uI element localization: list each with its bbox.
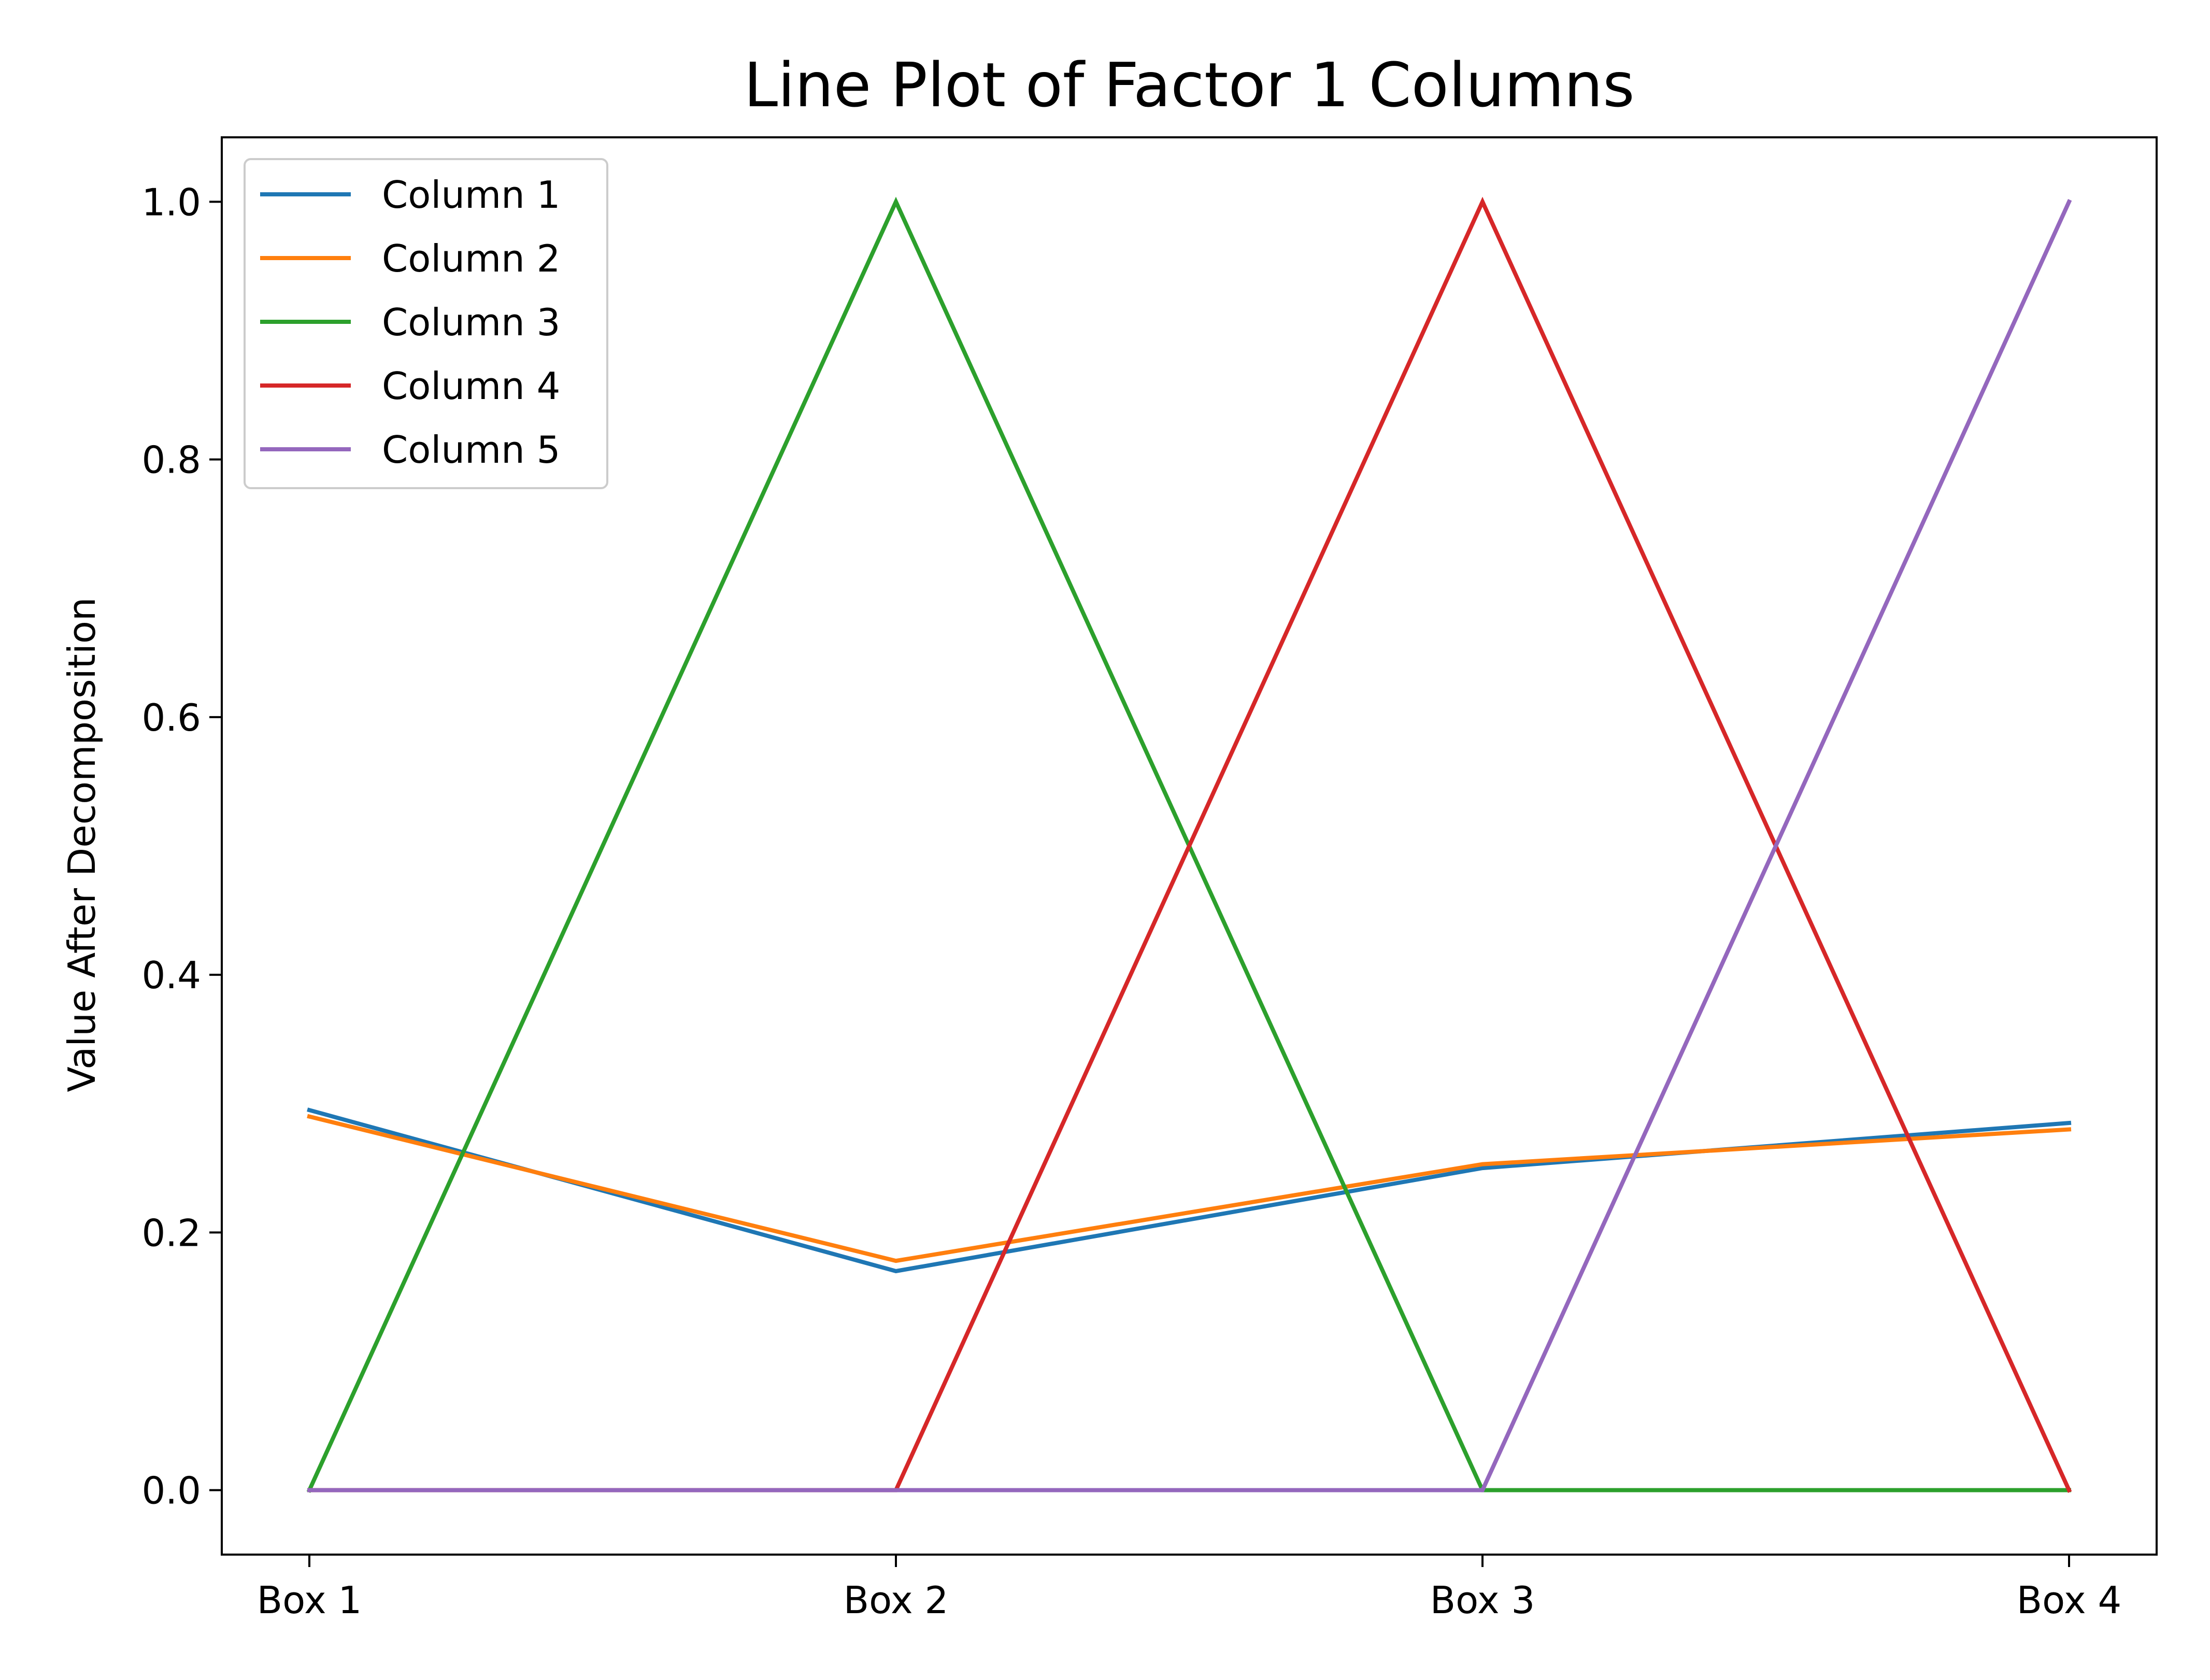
legend-label-3: Column 3 xyxy=(382,301,560,344)
legend: Column 1 Column 2 Column 3 Column 4 Column 5 xyxy=(244,158,608,489)
legend-label-2: Column 2 xyxy=(382,237,560,280)
y-tick-label: 0.0 xyxy=(141,1469,201,1513)
x-tick-label: Box 4 xyxy=(2017,1578,2122,1622)
series-line-2 xyxy=(307,1114,2072,1263)
plot-area xyxy=(221,136,2158,1556)
x-tick-label: Box 3 xyxy=(1430,1578,1535,1622)
legend-label-4: Column 4 xyxy=(382,364,560,408)
y-tick-label: 0.8 xyxy=(141,438,201,482)
x-tick-label: Box 1 xyxy=(257,1578,362,1622)
series-line-1 xyxy=(307,1107,2072,1274)
y-axis-ticks: 0.0 0.2 0.4 0.6 0.8 1.0 xyxy=(141,180,222,1513)
x-axis-ticks: Box 1 Box 2 Box 3 Box 4 xyxy=(257,1555,2122,1622)
y-tick-label: 0.4 xyxy=(141,953,201,997)
y-tick-label: 0.2 xyxy=(141,1211,201,1255)
legend-frame xyxy=(244,158,608,489)
series-line-5 xyxy=(307,199,2072,1492)
legend-label-1: Column 1 xyxy=(382,173,560,217)
y-axis-label: Value After Decomposition xyxy=(60,597,104,1092)
y-tick-label: 1.0 xyxy=(141,180,201,224)
chart-title: Line Plot of Factor 1 Columns xyxy=(744,49,1634,121)
legend-label-5: Column 5 xyxy=(382,428,560,472)
x-tick-label: Box 2 xyxy=(844,1578,949,1622)
plot-frame xyxy=(221,136,2158,1556)
y-tick-label: 0.6 xyxy=(141,696,201,739)
series-lines xyxy=(306,196,2072,1493)
